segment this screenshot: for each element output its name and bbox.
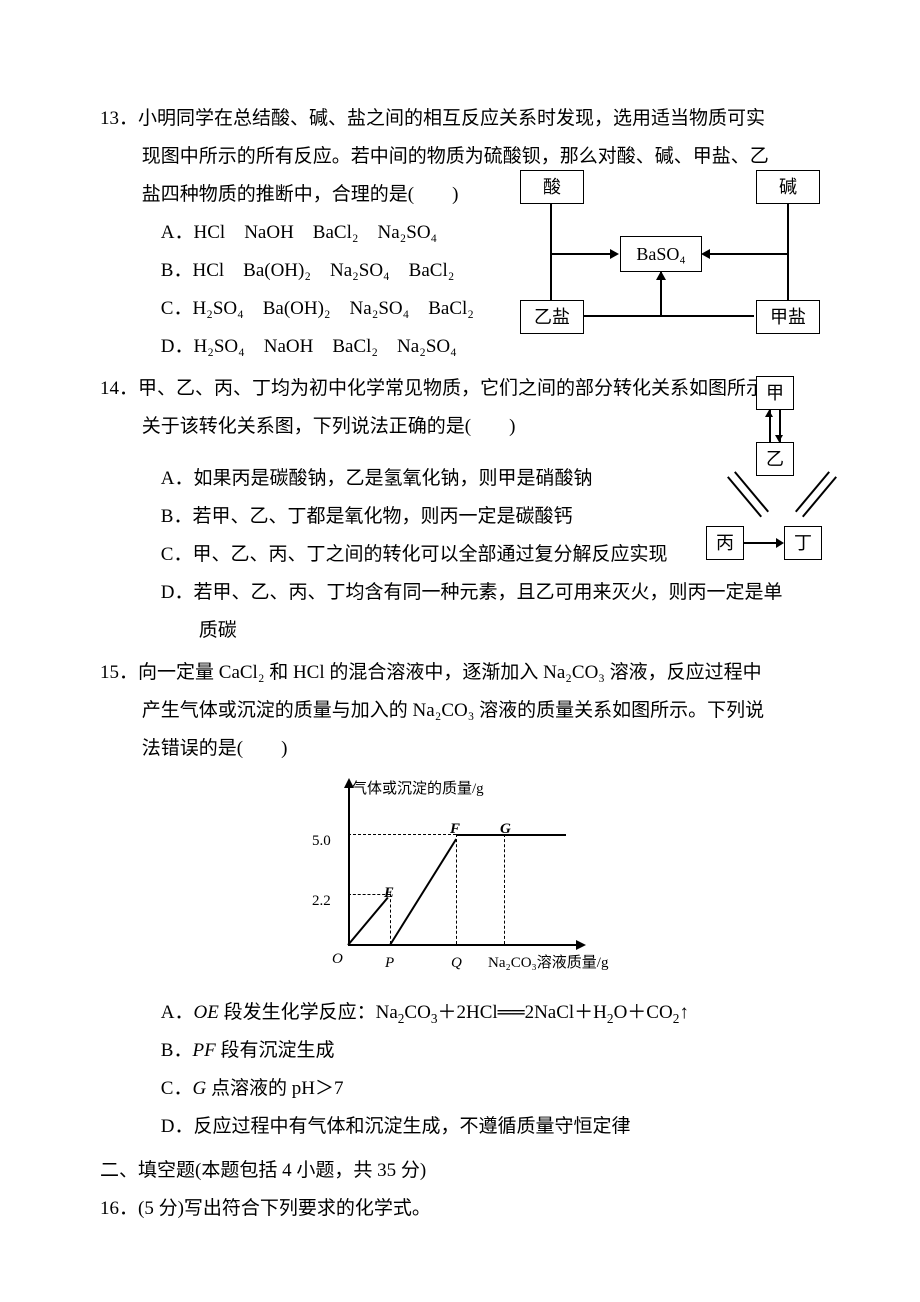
d1-acid-box: 酸 xyxy=(520,170,584,204)
q15-line2: 产生气体或沉淀的质量与加入的 Na₂CO₃ 溶液的质量关系如图所示。下列说 xyxy=(100,692,820,730)
q15-number: 15． xyxy=(100,662,138,683)
q14-option-d-line2: 质碳 xyxy=(100,612,820,650)
q15-option-c: C．G 点溶液的 pH＞7 xyxy=(100,1070,820,1108)
d2-yi: 乙 xyxy=(756,442,794,476)
chart-yval-e: 2.2 xyxy=(312,886,331,916)
q15-option-b: B．PF 段有沉淀生成 xyxy=(100,1032,820,1070)
d2-bing: 丙 xyxy=(706,526,744,560)
chart-point-p: P xyxy=(385,948,394,978)
chart-yval-f: 5.0 xyxy=(312,826,331,856)
q14-diagram: 甲 乙 丙 丁 xyxy=(670,376,820,576)
chart-origin: O xyxy=(332,944,343,974)
q15-option-d: D．反应过程中有气体和沉淀生成，不遵循质量守恒定律 xyxy=(100,1108,820,1146)
d1-saltb-box: 乙盐 xyxy=(520,300,584,334)
q13-number: 13． xyxy=(100,108,138,129)
q15-stem: 15．向一定量 CaCl₂ 和 HCl 的混合溶液中，逐渐加入 Na₂CO₃ 溶… xyxy=(100,654,820,692)
d1-base-box: 碱 xyxy=(756,170,820,204)
q14-number: 14． xyxy=(100,378,138,399)
q15-option-a: A．OE 段发生化学反应：Na2CO3＋2HCl══2NaCl＋H2O＋CO2↑ xyxy=(100,994,820,1032)
q15-line3: 法错误的是( ) xyxy=(100,730,820,768)
question-16: 16．(5 分)写出符合下列要求的化学式。 xyxy=(100,1190,820,1228)
q16-number: 16． xyxy=(100,1198,138,1219)
q16-text: (5 分)写出符合下列要求的化学式。 xyxy=(138,1198,431,1219)
d2-jia: 甲 xyxy=(756,376,794,410)
q13-diagram: 酸 碱 BaSO₄ 乙盐 甲盐 xyxy=(500,170,820,340)
q15-line1: 向一定量 CaCl₂ 和 HCl 的混合溶液中，逐渐加入 Na₂CO₃ 溶液，反… xyxy=(138,662,762,683)
d1-center-box: BaSO₄ xyxy=(620,236,702,272)
q16-stem: 16．(5 分)写出符合下列要求的化学式。 xyxy=(100,1190,820,1228)
q15-optA-text: A．OE 段发生化学反应：Na2CO3＋2HCl══2NaCl＋H2O＋CO2↑ xyxy=(161,1002,689,1023)
d2-ding: 丁 xyxy=(784,526,822,560)
q15-chart: 5.0 2.2 E F G O P xyxy=(100,774,820,988)
chart-point-f: F xyxy=(450,814,460,844)
chart-point-g: G xyxy=(500,814,511,844)
chart-point-q: Q xyxy=(451,948,462,978)
chart-xlabel: Na₂CO₃溶液质量/g xyxy=(488,948,608,978)
chart-point-e: E xyxy=(384,878,394,908)
q13-line1: 小明同学在总结酸、碱、盐之间的相互反应关系时发现，选用适当物质可实 xyxy=(138,108,765,129)
section-2-heading: 二、填空题(本题包括 4 小题，共 35 分) xyxy=(100,1152,820,1190)
d1-salta-box: 甲盐 xyxy=(756,300,820,334)
question-15: 15．向一定量 CaCl₂ 和 HCl 的混合溶液中，逐渐加入 Na₂CO₃ 溶… xyxy=(100,654,820,1146)
chart-ylabel: 气体或沉淀的质量/g xyxy=(352,774,484,804)
q14-option-d-line1: D．若甲、乙、丙、丁均含有同一种元素，且乙可用来灭火，则丙一定是单 xyxy=(100,574,820,612)
q13-stem: 13．小明同学在总结酸、碱、盐之间的相互反应关系时发现，选用适当物质可实 xyxy=(100,100,820,138)
